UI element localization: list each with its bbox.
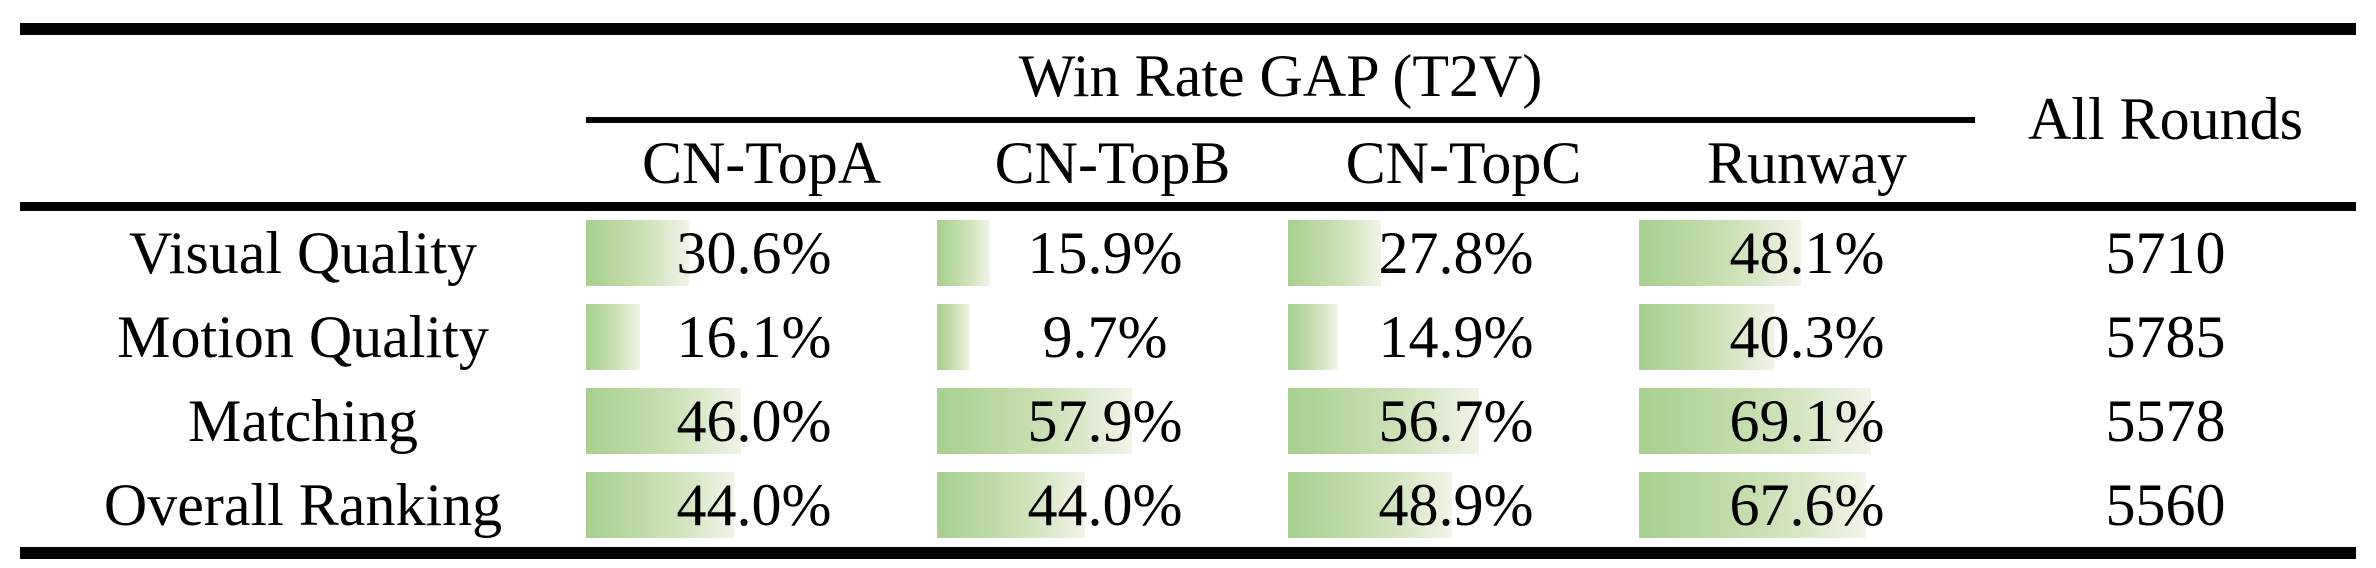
table-cell: 16.1% <box>586 295 937 379</box>
table-cell: 30.6% <box>586 211 937 295</box>
win-rate-table: Win Rate GAP (T2V) All Rounds CN-TopA CN… <box>20 35 2356 547</box>
row-label-visual-quality: Visual Quality <box>128 220 478 286</box>
data-bar <box>1288 472 1452 538</box>
column-header-cn-topa: CN-TopA <box>586 123 937 202</box>
top-rule <box>20 23 2356 35</box>
data-bar <box>1639 472 1866 538</box>
percent-value: 27.8% <box>1378 220 1534 286</box>
column-header-label: Runway <box>1707 129 1907 196</box>
column-header-cn-topc: CN-TopC <box>1288 123 1639 202</box>
percent-value: 40.3% <box>1729 304 1885 370</box>
data-bar <box>937 220 990 286</box>
bottom-rule <box>20 547 2356 559</box>
group-header-label: Win Rate GAP (T2V) <box>1018 43 1543 109</box>
column-header-cn-topb: CN-TopB <box>937 123 1288 202</box>
data-bar <box>1639 220 1801 286</box>
row-label-matching: Matching <box>188 388 418 454</box>
percent-value: 44.0% <box>676 472 832 538</box>
data-bar <box>937 472 1085 538</box>
all-rounds-value: 5560 <box>2105 472 2226 538</box>
data-bar <box>937 388 1132 454</box>
percent-value: 56.7% <box>1378 388 1534 454</box>
table-cell: 48.9% <box>1288 463 1639 547</box>
header-underline-rule <box>20 202 2356 211</box>
data-bar <box>1288 220 1381 286</box>
percent-value: 46.0% <box>676 388 832 454</box>
group-underline-rule <box>586 117 1975 123</box>
data-bar <box>1288 388 1479 454</box>
all-rounds-value: 5578 <box>2105 388 2226 454</box>
percent-value: 48.1% <box>1729 220 1885 286</box>
table-cell: 15.9% <box>937 211 1288 295</box>
all-rounds-header: All Rounds <box>1975 35 2356 202</box>
data-bar <box>937 304 970 370</box>
table-cell: 57.9% <box>937 379 1288 463</box>
table-cell: 56.7% <box>1288 379 1639 463</box>
percent-value: 15.9% <box>1027 220 1183 286</box>
percent-value: 67.6% <box>1729 472 1885 538</box>
table-cell: 9.7% <box>937 295 1288 379</box>
row-label-overall-ranking: Overall Ranking <box>103 472 503 538</box>
all-rounds-value: 5785 <box>2105 304 2226 370</box>
table-cell: 46.0% <box>586 379 937 463</box>
all-rounds-header-label: All Rounds <box>2027 85 2304 152</box>
percent-value: 57.9% <box>1027 388 1183 454</box>
table-cell: 67.6% <box>1639 463 1975 547</box>
data-bar <box>586 472 734 538</box>
data-bar <box>586 220 689 286</box>
data-bar <box>1639 304 1774 370</box>
data-bar <box>1639 388 1871 454</box>
percent-value: 30.6% <box>676 220 832 286</box>
column-header-runway: Runway <box>1639 123 1975 202</box>
column-header-label: CN-TopA <box>641 129 882 196</box>
row-label-motion-quality: Motion Quality <box>117 304 489 370</box>
percent-value: 69.1% <box>1729 388 1885 454</box>
data-bar <box>586 388 741 454</box>
percent-value: 48.9% <box>1378 472 1534 538</box>
column-header-label: CN-TopB <box>994 129 1231 196</box>
data-bar <box>586 304 640 370</box>
table-cell: 69.1% <box>1639 379 1975 463</box>
group-header: Win Rate GAP (T2V) <box>586 35 1975 117</box>
percent-value: 44.0% <box>1027 472 1183 538</box>
table-cell: 44.0% <box>937 463 1288 547</box>
table-cell: 27.8% <box>1288 211 1639 295</box>
percent-value: 16.1% <box>676 304 832 370</box>
table-cell: 48.1% <box>1639 211 1975 295</box>
table-cell: 14.9% <box>1288 295 1639 379</box>
data-bar <box>1288 304 1338 370</box>
percent-value: 9.7% <box>1042 304 1168 370</box>
column-header-label: CN-TopC <box>1345 129 1582 196</box>
percent-value: 14.9% <box>1378 304 1534 370</box>
all-rounds-value: 5710 <box>2105 220 2226 286</box>
table-cell: 44.0% <box>586 463 937 547</box>
table-cell: 40.3% <box>1639 295 1975 379</box>
